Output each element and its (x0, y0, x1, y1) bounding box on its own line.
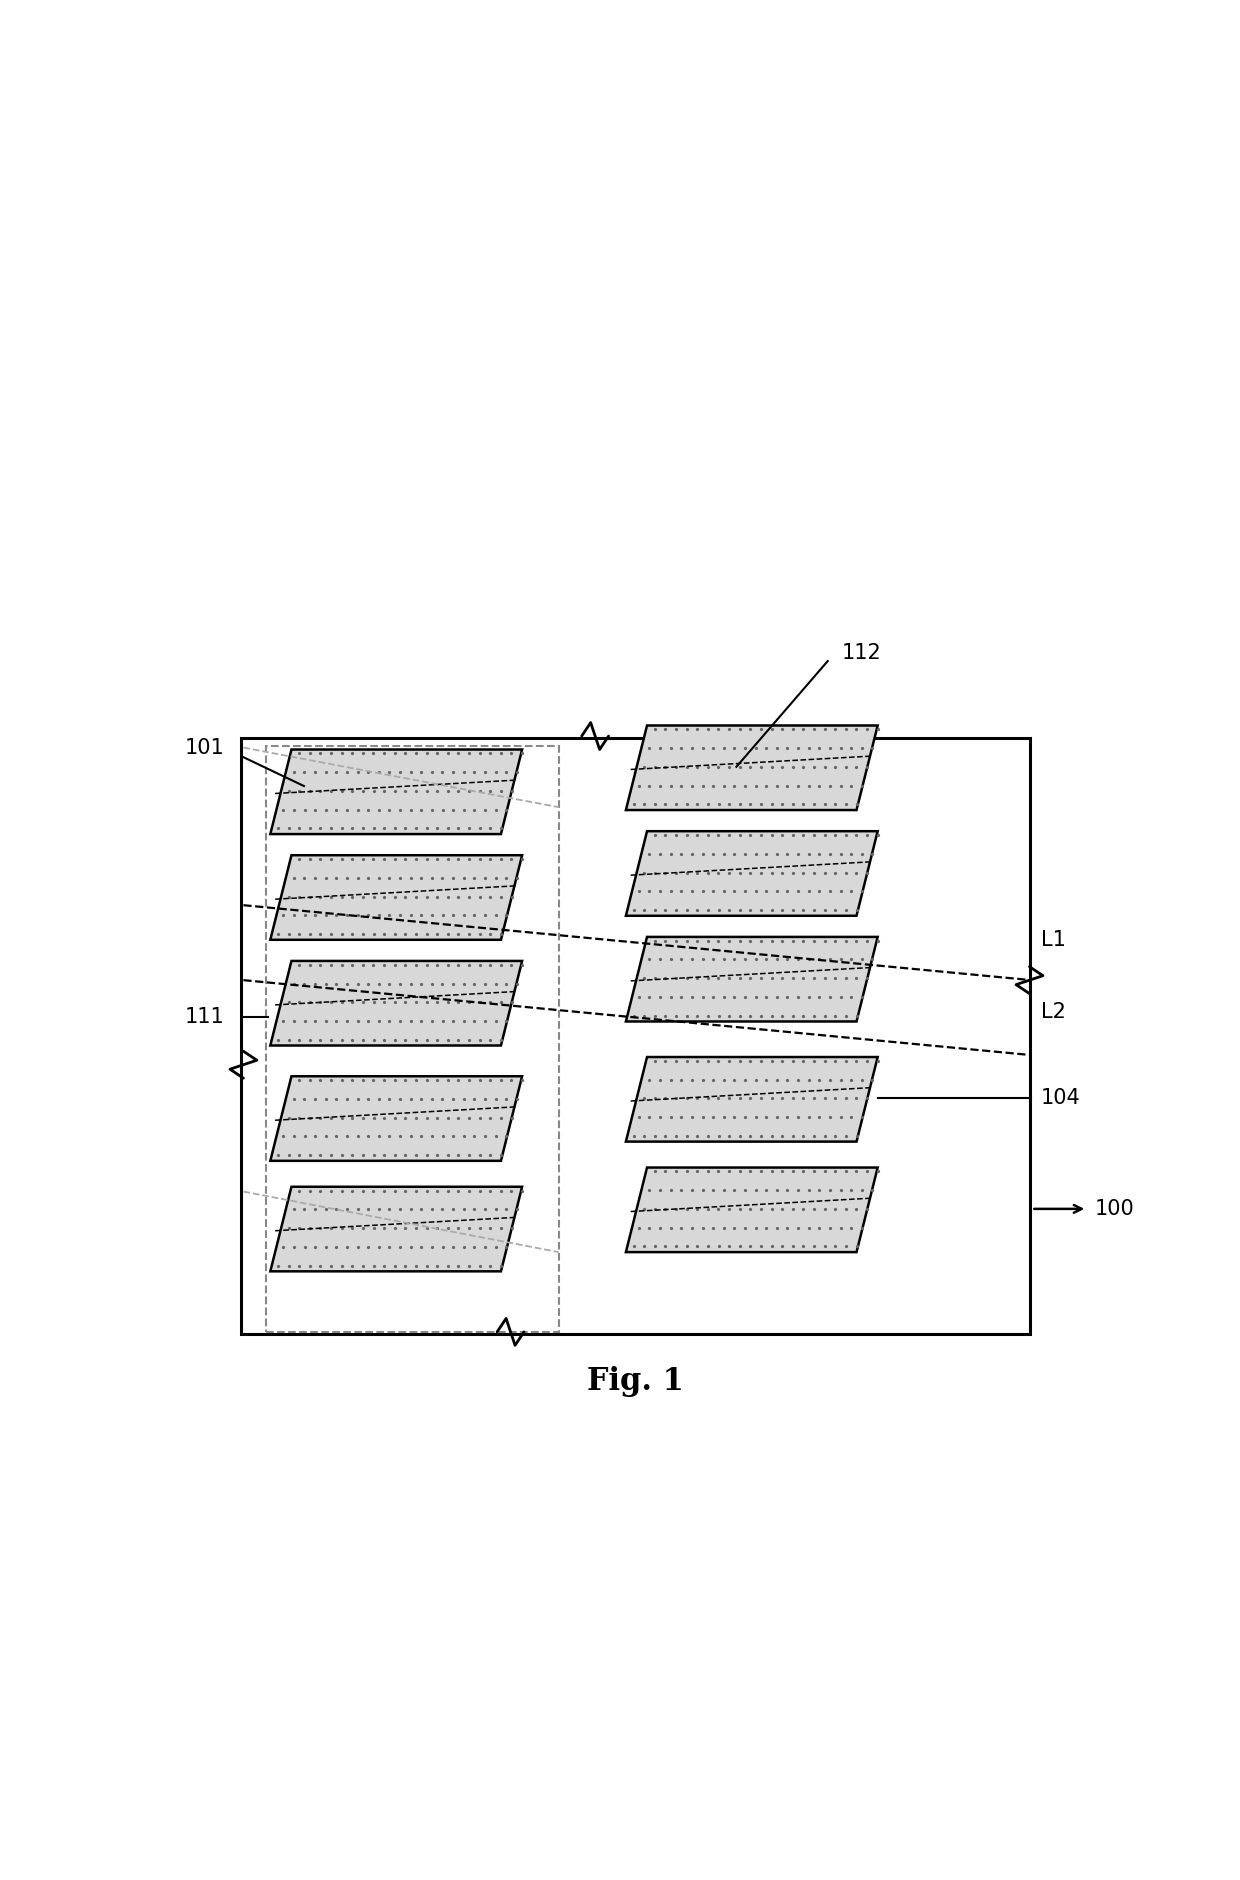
Text: 112: 112 (842, 643, 882, 664)
Polygon shape (270, 750, 522, 835)
Polygon shape (270, 855, 522, 940)
Text: 111: 111 (185, 1006, 224, 1026)
Text: L2: L2 (1042, 1002, 1066, 1023)
Bar (242, 739, 1029, 1333)
Polygon shape (626, 936, 878, 1021)
Polygon shape (626, 1057, 878, 1141)
Polygon shape (626, 726, 878, 810)
Polygon shape (626, 831, 878, 916)
Text: 100: 100 (1095, 1199, 1135, 1218)
Text: 104: 104 (1042, 1089, 1081, 1109)
Text: Fig. 1: Fig. 1 (587, 1367, 684, 1397)
Text: L1: L1 (1042, 931, 1066, 949)
Polygon shape (270, 961, 522, 1045)
Polygon shape (626, 1167, 878, 1252)
Polygon shape (270, 1075, 522, 1160)
Polygon shape (270, 1186, 522, 1271)
Text: 101: 101 (185, 737, 224, 758)
Bar (265, 746, 558, 1331)
